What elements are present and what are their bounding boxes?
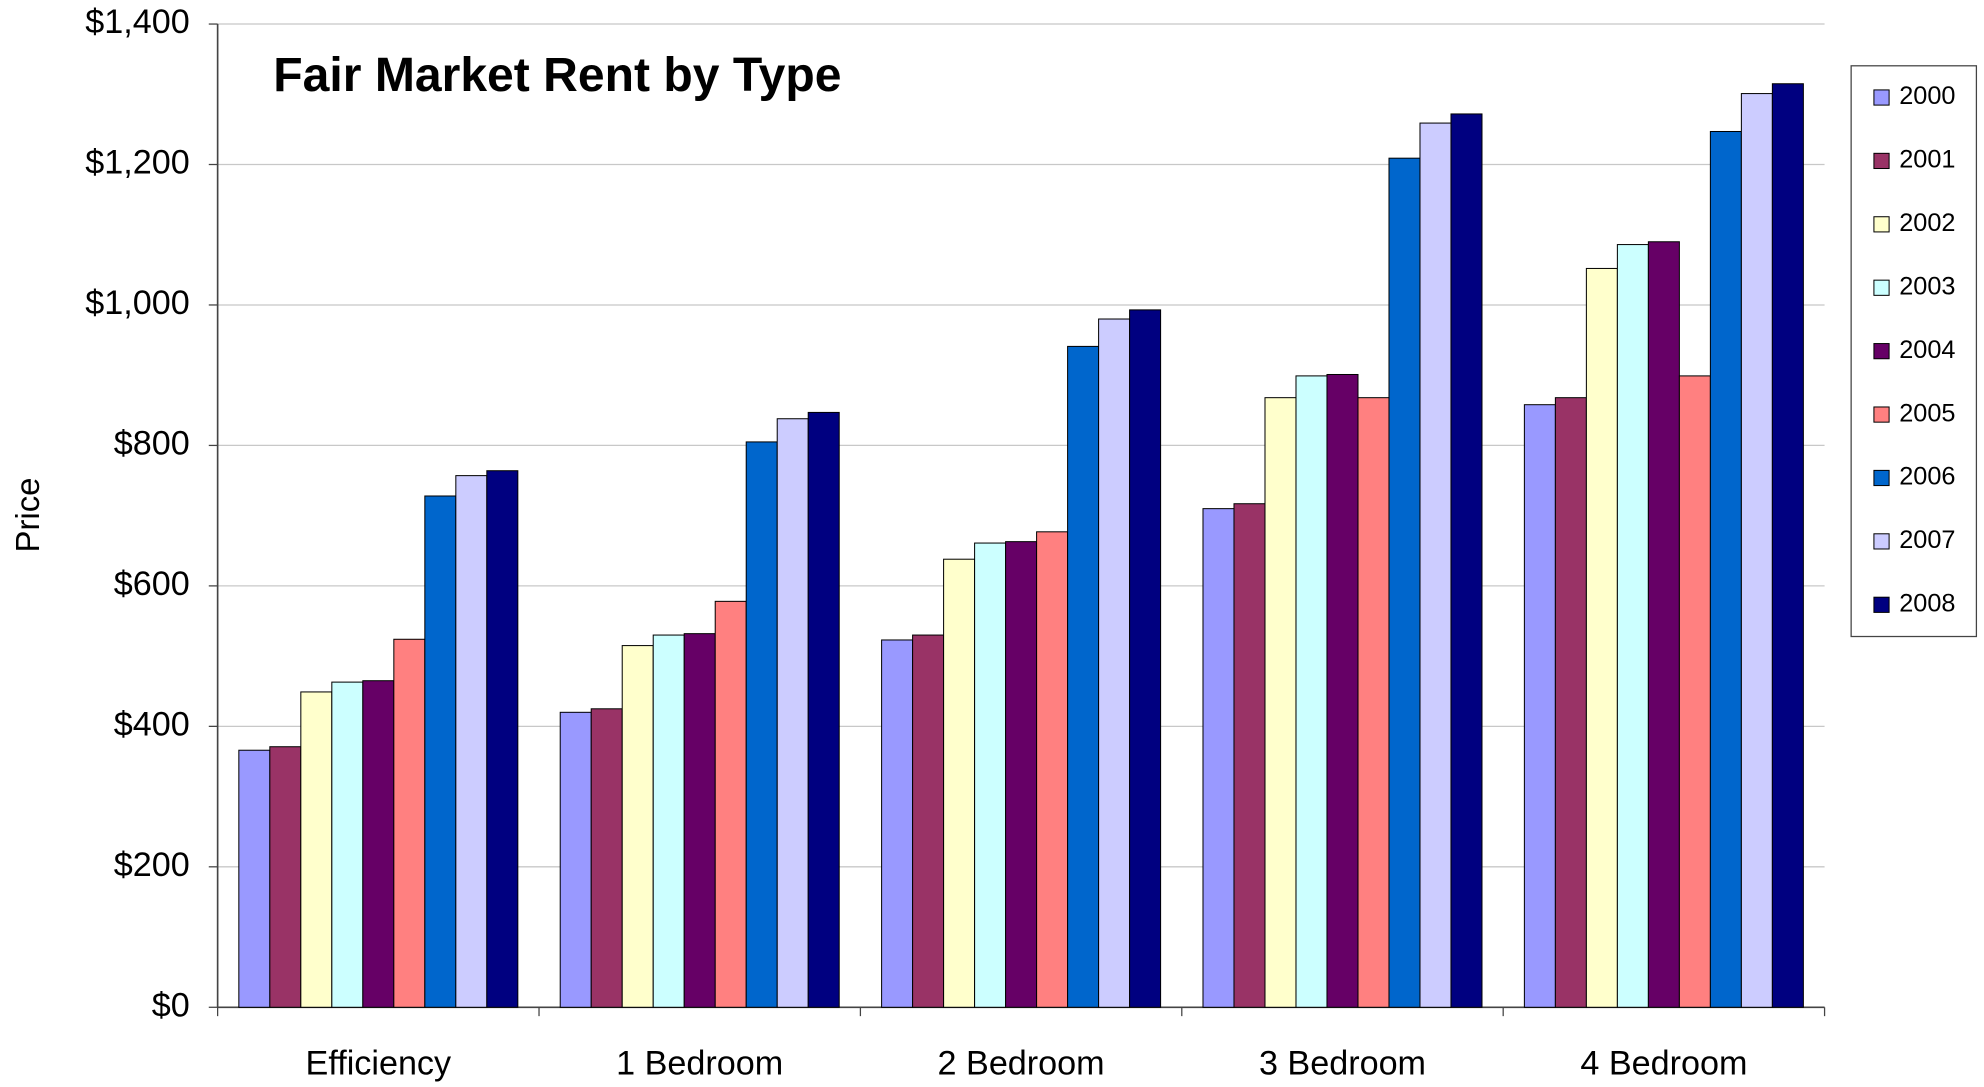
bar [238, 749, 271, 1008]
x-tick-label: Efficiency [306, 1045, 452, 1083]
bar [269, 746, 302, 1008]
bar [881, 639, 914, 1008]
bar [1295, 375, 1328, 1008]
bar [486, 470, 519, 1008]
bar [1326, 373, 1359, 1008]
bar [1678, 375, 1711, 1008]
bar [1616, 244, 1649, 1008]
legend-swatch [1873, 406, 1890, 423]
legend-label: 2008 [1899, 589, 1955, 617]
legend-swatch [1873, 469, 1890, 487]
x-tick-label: 2 Bedroom [938, 1045, 1105, 1083]
bar [362, 680, 395, 1008]
bar [1129, 309, 1162, 1008]
legend-label: 2005 [1899, 399, 1955, 427]
legend-label: 2001 [1899, 146, 1955, 174]
bar [1005, 541, 1038, 1008]
chart-title: Fair Market Rent by Type [273, 48, 841, 102]
bar [1264, 397, 1297, 1008]
bar [652, 634, 685, 1008]
legend-label: 2003 [1899, 272, 1955, 300]
legend-swatch [1873, 596, 1890, 613]
y-tick-label: $800 [114, 424, 190, 462]
bar [943, 558, 976, 1008]
legend-swatch [1873, 343, 1890, 360]
legend-swatch [1873, 152, 1890, 170]
bar [424, 495, 457, 1008]
legend-swatch [1873, 279, 1890, 296]
bar [300, 691, 333, 1008]
bar [1523, 404, 1556, 1008]
bar [1771, 83, 1804, 1008]
bar [1202, 508, 1235, 1008]
x-tick-label: 4 Bedroom [1580, 1045, 1747, 1083]
legend-label: 2004 [1899, 336, 1955, 364]
legend-label: 2007 [1899, 526, 1955, 554]
bar [1647, 241, 1680, 1008]
bar [776, 418, 809, 1008]
bar [621, 645, 654, 1008]
bar [393, 638, 426, 1008]
bar [1585, 267, 1618, 1008]
bar [559, 711, 592, 1008]
legend-swatch [1873, 533, 1890, 550]
bar [590, 708, 623, 1008]
bar [1740, 93, 1773, 1008]
legend-swatch [1873, 216, 1890, 233]
bar [331, 681, 364, 1008]
bar [1419, 122, 1452, 1008]
bar [1709, 130, 1742, 1008]
legend-swatch [1873, 89, 1890, 106]
bar [974, 542, 1007, 1008]
bar [1450, 113, 1483, 1008]
y-tick-label: $600 [114, 565, 190, 603]
bar [912, 634, 945, 1008]
y-tick-label: $1,000 [85, 284, 189, 322]
y-tick-label: $1,200 [85, 144, 189, 182]
bar [714, 600, 747, 1008]
bar [1098, 318, 1131, 1008]
y-tick-label: $0 [152, 986, 190, 1024]
legend-label: 2002 [1899, 209, 1955, 237]
y-tick-label: $1,400 [85, 3, 189, 41]
bar [1357, 397, 1390, 1008]
legend-label: 2000 [1899, 82, 1955, 110]
bar [1036, 531, 1069, 1008]
bar [1554, 397, 1587, 1008]
bar [1233, 503, 1266, 1008]
x-tick-label: 3 Bedroom [1259, 1045, 1426, 1083]
bar [1388, 157, 1421, 1008]
bar [807, 411, 840, 1008]
legend-label: 2006 [1899, 463, 1955, 491]
bar [1067, 345, 1100, 1008]
y-tick-label: $400 [114, 705, 190, 743]
y-tick-label: $200 [114, 846, 190, 884]
bar [683, 633, 716, 1008]
legend-box [1850, 65, 1978, 638]
bar [745, 441, 778, 1008]
x-tick-label: 1 Bedroom [616, 1045, 783, 1083]
y-axis-label: Price [9, 478, 46, 553]
bar [455, 475, 488, 1008]
